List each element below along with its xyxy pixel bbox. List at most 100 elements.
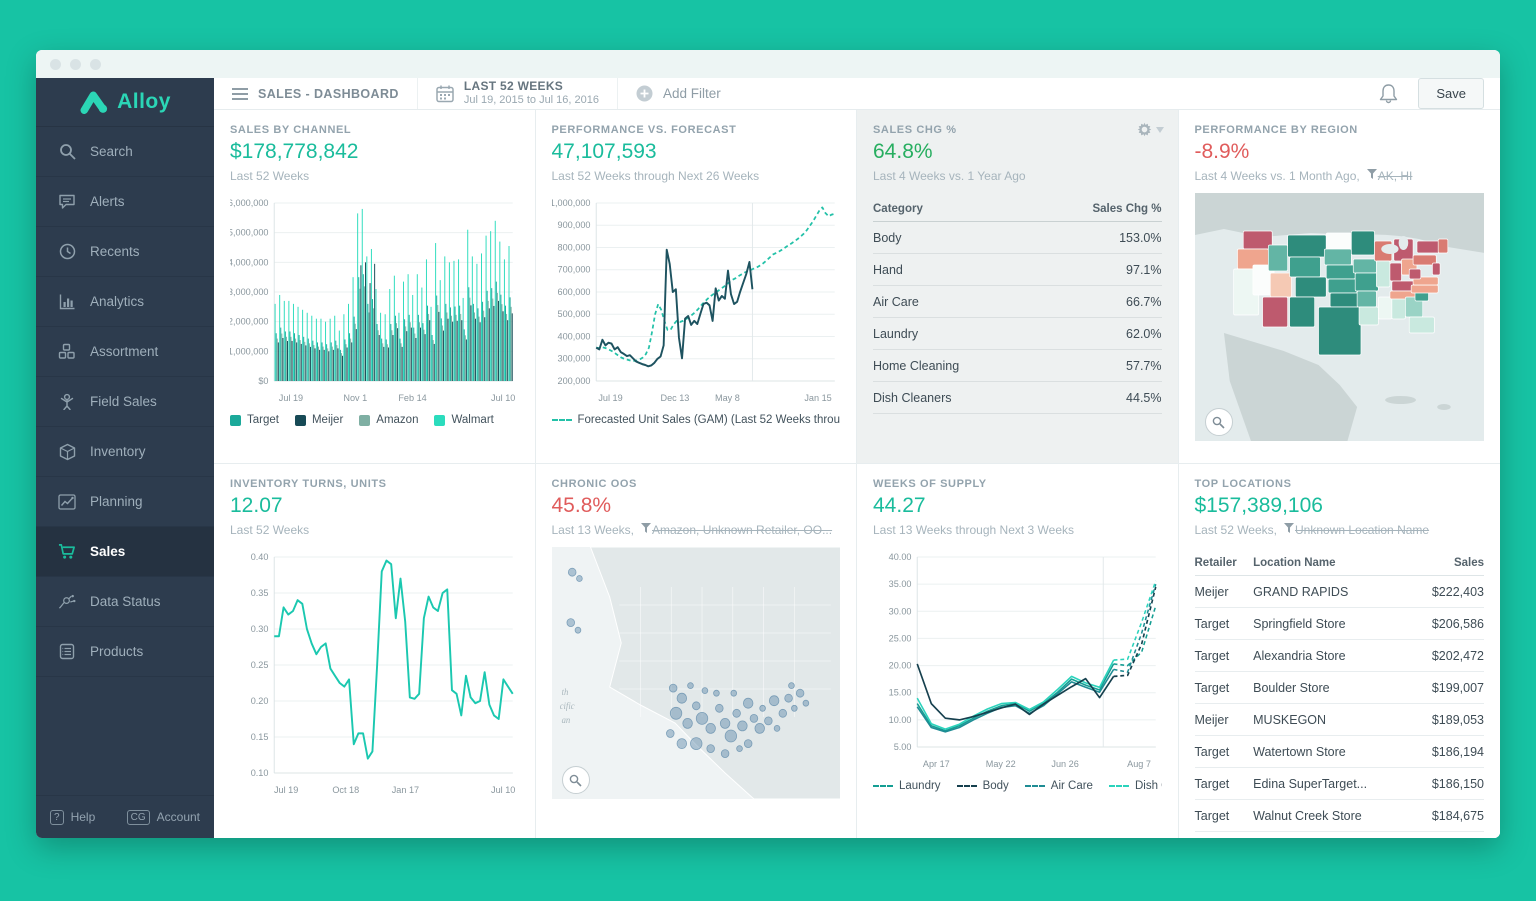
traffic-light-close[interactable] bbox=[50, 58, 61, 70]
sidebar-footer-account[interactable]: CG Account bbox=[126, 809, 200, 825]
map-zoom-button[interactable] bbox=[1204, 408, 1233, 436]
sidebar-item-data-status[interactable]: Data Status bbox=[36, 577, 214, 627]
card-subtitle: Last 4 Weeks vs. 1 Month Ago, AK, HI bbox=[1194, 169, 1413, 183]
table-cell: Hand bbox=[873, 253, 1034, 286]
data-table: Category Sales Chg % Body 153.0% Hand 97.1% Ai… bbox=[873, 197, 1162, 414]
svg-text:cific: cific bbox=[559, 701, 574, 711]
hamburger-icon bbox=[232, 87, 248, 100]
sidebar-item-field-sales[interactable]: Field Sales bbox=[36, 377, 214, 427]
card-value: $157,389,106 bbox=[1194, 494, 1323, 517]
legend-item-body: Body bbox=[956, 780, 1009, 792]
card-value: 12.07 bbox=[230, 494, 283, 517]
legend-label: Walmart bbox=[451, 414, 494, 426]
legend-swatch bbox=[359, 414, 371, 426]
table-cell: $189,053 bbox=[1411, 703, 1484, 736]
svg-text:25.00: 25.00 bbox=[889, 633, 912, 643]
dashboard-title: SALES - DASHBOARD bbox=[258, 86, 399, 101]
legend-item-laundry: Laundry bbox=[873, 780, 941, 792]
table-cell: Home Cleaning bbox=[873, 349, 1034, 382]
date-range-picker[interactable]: LAST 52 WEEKS Jul 19, 2015 to Jul 16, 20… bbox=[418, 78, 619, 109]
legend-item-meijer: Meijer bbox=[294, 414, 343, 426]
svg-text:35.00: 35.00 bbox=[889, 579, 912, 589]
card-value: 64.8% bbox=[873, 140, 933, 163]
filter-funnel-icon bbox=[1366, 169, 1377, 179]
filter-funnel-icon bbox=[1284, 523, 1294, 533]
card-subtitle: Last 52 Weeks, Unknown Location Name bbox=[1194, 523, 1430, 537]
filter-value[interactable]: Unknown Location Name bbox=[1295, 523, 1430, 537]
table-cell: $186,194 bbox=[1411, 735, 1484, 768]
svg-text:30.00: 30.00 bbox=[889, 606, 912, 616]
help-icon: ? bbox=[50, 809, 64, 825]
sidebar-item-label: Alerts bbox=[90, 194, 125, 209]
table-header-sales[interactable]: Sales bbox=[1411, 551, 1484, 576]
filter-funnel-icon bbox=[641, 523, 651, 533]
card-inventory-turns: INVENTORY TURNS, UNITS 12.07 Last 52 Wee… bbox=[214, 464, 536, 838]
table-cell: Target bbox=[1194, 671, 1254, 704]
legend-item-amazon: Amazon bbox=[359, 414, 418, 426]
sidebar-item-planning[interactable]: Planning bbox=[36, 477, 214, 527]
table-cell: $206,586 bbox=[1411, 607, 1484, 640]
save-button[interactable]: Save bbox=[1418, 78, 1484, 109]
table-cell: Air Care bbox=[873, 285, 1034, 318]
svg-text:Aug 7: Aug 7 bbox=[1127, 759, 1151, 769]
sidebar-item-inventory[interactable]: Inventory bbox=[36, 427, 214, 477]
svg-text:$4,000,000: $4,000,000 bbox=[230, 257, 268, 267]
legend-item-dish-cleaners: Dish Cleaners bbox=[1108, 780, 1162, 792]
sidebar-footer-label: Account bbox=[156, 810, 200, 824]
traffic-light-zoom[interactable] bbox=[90, 58, 101, 70]
table-row: Air Care 66.7% bbox=[873, 285, 1162, 318]
table-row: Laundry 62.0% bbox=[873, 317, 1162, 350]
table-cell: 66.7% bbox=[1033, 285, 1162, 318]
add-filter-button[interactable]: Add Filter bbox=[618, 78, 739, 109]
calendar-icon bbox=[436, 85, 454, 102]
svg-text:0.30: 0.30 bbox=[251, 624, 269, 634]
sidebar-item-alerts[interactable]: Alerts bbox=[36, 177, 214, 227]
sidebar-item-assortment[interactable]: Assortment bbox=[36, 327, 214, 377]
table-cell: Target bbox=[1194, 639, 1254, 672]
notifications-bell-icon[interactable] bbox=[1379, 83, 1398, 104]
sidebar-item-recents[interactable]: Recents bbox=[36, 227, 214, 277]
svg-text:$6,000,000: $6,000,000 bbox=[230, 198, 268, 208]
table-header-location-name[interactable]: Location Name bbox=[1253, 551, 1412, 576]
table-row: Hand 97.1% bbox=[873, 253, 1162, 286]
svg-text:Dec 13: Dec 13 bbox=[660, 393, 689, 403]
alerts-icon bbox=[58, 193, 76, 211]
data-status-icon bbox=[58, 593, 76, 611]
sidebar-footer-help[interactable]: ? Help bbox=[50, 809, 95, 825]
svg-text:Jan 17: Jan 17 bbox=[392, 785, 419, 795]
card-value: 44.27 bbox=[873, 494, 926, 517]
dashboard-grid: SALES BY CHANNEL $178,778,842 Last 52 We… bbox=[214, 110, 1500, 838]
sidebar-item-label: Products bbox=[90, 644, 144, 659]
svg-text:Feb 14: Feb 14 bbox=[398, 393, 426, 403]
gear-icon bbox=[1137, 122, 1151, 137]
sidebar-item-search[interactable]: Search bbox=[36, 127, 214, 177]
add-filter-label: Add Filter bbox=[663, 86, 721, 101]
sidebar-item-products[interactable]: Products bbox=[36, 627, 214, 677]
legend-item-target: Target bbox=[230, 414, 279, 426]
filter-value[interactable]: Amazon, Unknown Retailer, OO... bbox=[652, 523, 833, 537]
svg-text:$2,000,000: $2,000,000 bbox=[230, 317, 268, 327]
table-row: Target Edina SuperTarget... $186,150 bbox=[1194, 767, 1484, 800]
app-logo[interactable]: Alloy bbox=[36, 78, 214, 127]
table-header-category[interactable]: Category bbox=[873, 197, 1034, 222]
filter-value[interactable]: AK, HI bbox=[1377, 169, 1413, 183]
sidebar-item-analytics[interactable]: Analytics bbox=[36, 277, 214, 327]
table-header-retailer[interactable]: Retailer bbox=[1194, 551, 1254, 576]
card-title: SALES BY CHANNEL bbox=[230, 124, 352, 136]
svg-text:200,000: 200,000 bbox=[557, 376, 590, 386]
table-cell: 57.7% bbox=[1033, 349, 1162, 382]
inventory-turns-chart: 0.40 0.35 0.30 0.25 0.20 0.15 0.10 Jul 19 Oct 18… bbox=[230, 547, 519, 804]
planning-icon bbox=[58, 493, 76, 511]
svg-text:$5,000,000: $5,000,000 bbox=[230, 228, 268, 238]
window-titlebar bbox=[36, 50, 1500, 78]
svg-text:0.35: 0.35 bbox=[251, 588, 269, 598]
legend-item-forecasted-unit-sales-gam-last: Forecasted Unit Sales (GAM) (Last 52 Wee… bbox=[551, 414, 840, 426]
table-row: Target Alexandria Store $202,472 bbox=[1194, 639, 1484, 672]
card-settings[interactable] bbox=[1137, 122, 1164, 137]
sidebar-item-sales[interactable]: Sales bbox=[36, 527, 214, 577]
traffic-light-minimize[interactable] bbox=[70, 58, 81, 70]
dashboard-menu[interactable]: SALES - DASHBOARD bbox=[214, 78, 418, 109]
map-zoom-button[interactable] bbox=[561, 766, 590, 794]
table-header-sales-chg-[interactable]: Sales Chg % bbox=[1033, 197, 1162, 222]
svg-text:Nov 1: Nov 1 bbox=[343, 393, 367, 403]
